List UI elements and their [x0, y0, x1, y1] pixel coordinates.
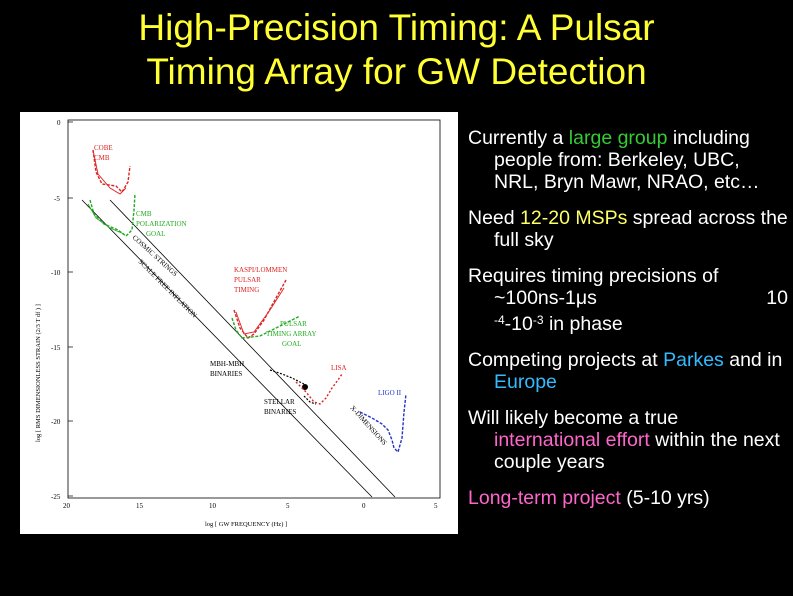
y-tick-label: -25	[51, 493, 61, 501]
slide-title: High-Precision Timing: A Pulsar Timing A…	[0, 6, 793, 94]
mbh-label-1: MBH-MBH	[210, 360, 244, 368]
bullet-text: 10	[766, 287, 788, 309]
mbh-binaries-curve	[269, 369, 305, 385]
x-tick-label: 0	[362, 502, 366, 510]
ligo-label: LIGO II	[378, 389, 402, 397]
bullet-text: Need	[468, 207, 521, 229]
bullet-highlight: large group	[568, 127, 668, 149]
x-tick-label: 20	[63, 502, 71, 510]
kaspi-label-3: TIMING	[234, 286, 259, 294]
inflation-line	[81, 199, 373, 498]
bullet-highlight: Long-term project	[468, 487, 621, 509]
y-tick-label: 0	[57, 119, 61, 127]
ligo-curve	[359, 393, 407, 454]
x-tick-label: 5	[286, 502, 290, 510]
pta-label-2: TIMING ARRAY	[266, 330, 317, 338]
y-tick-label: -5	[54, 195, 60, 203]
inflation-line	[109, 199, 396, 498]
bullet-text: within the next couple years	[494, 429, 780, 473]
y-tick-label: -20	[51, 418, 61, 426]
bullet-text: (5-10 yrs)	[620, 487, 710, 509]
bullet-highlight: international effort	[494, 429, 650, 451]
cobe-label: COBE	[94, 144, 113, 152]
gw-sensitivity-figure: 0 -5 -10 -15 -20 -25 20 15 10 5 0 5 log …	[20, 112, 458, 534]
bullet-msps: Need 12-20 MSPs spread across the full s…	[468, 207, 788, 251]
pta-label-3: GOAL	[282, 340, 301, 348]
cmb-pol-label-2: POLARIZATION	[136, 220, 187, 228]
bullet-text: Requires timing precisions of	[468, 265, 719, 287]
stellar-label-2: BINARIES	[264, 408, 296, 416]
y-tick-label: -15	[51, 344, 61, 352]
bullet-text: ~100ns-1μs	[494, 287, 597, 309]
lisa-label: LISA	[331, 364, 347, 372]
bullet-timing-precision: Requires timing precisions of ~100ns-1μs…	[468, 265, 788, 335]
bullet-long-term: Long-term project (5-10 yrs)	[468, 487, 788, 509]
cmb-polarization-curve	[89, 193, 136, 237]
bullet-list: Currently a large group including people…	[468, 127, 788, 523]
gw-sensitivity-plot: 0 -5 -10 -15 -20 -25 20 15 10 5 0 5 log …	[35, 119, 441, 528]
bullet-precision-line: ~100ns-1μs 10	[468, 287, 788, 309]
cmb-pol-label-3: GOAL	[146, 230, 165, 238]
pta-label-1: PULSAR	[280, 320, 307, 328]
lisa-curve	[295, 373, 343, 405]
cmb-pol-label-1: CMB	[136, 210, 152, 218]
cobe-curve	[92, 149, 131, 194]
y-tick-label: -10	[51, 269, 61, 277]
cmb-label: CMB	[94, 154, 110, 162]
cobe-curve-inner	[92, 149, 127, 195]
bullet-text: Competing projects at	[468, 349, 664, 371]
bullet-text: and in	[723, 349, 783, 371]
extra-dimensions-label: X-DIMENSIONS	[349, 404, 389, 447]
stellar-binaries-curve	[303, 395, 317, 405]
bullet-international-effort: Will likely become a true international …	[468, 407, 788, 473]
bullet-phase-line: -4-10-3 in phase	[468, 309, 788, 335]
kaspi-label-2: PULSAR	[234, 276, 261, 284]
bullet-text: -10	[504, 313, 533, 335]
pta-goal-curve	[231, 315, 301, 339]
bullet-exponent: -4	[494, 313, 505, 327]
slide-title-line-1: High-Precision Timing: A Pulsar	[138, 7, 655, 48]
bullet-text: in phase	[543, 313, 623, 335]
x-tick-label: 15	[136, 502, 144, 510]
bullet-text: spread across the full sky	[494, 207, 788, 251]
mbh-binaries-marker	[302, 384, 308, 390]
bullet-text: Will likely become a true	[468, 407, 679, 429]
y-axis-label: log [ RMS DIMENSIONLESS STRAIN (2/3 T df…	[35, 304, 42, 442]
stellar-label-1: STELLAR	[264, 398, 295, 406]
x-tick-label: 5	[434, 502, 438, 510]
bullet-text: Currently a	[468, 127, 569, 149]
mbh-label-2: BINARIES	[210, 370, 242, 378]
bullet-competing-projects: Competing projects at Parkes and in Euro…	[468, 349, 788, 393]
x-axis-label: log [ GW FREQUENCY (Hz) ]	[205, 521, 287, 528]
cmb-polarization-curve-inner	[87, 203, 125, 235]
plot-frame	[67, 119, 441, 499]
bullet-text: including people from: Berkeley, UBC, NR…	[494, 127, 760, 193]
bullet-highlight: Europe	[494, 371, 557, 393]
kaspi-label-1: KASPI/LOMMEN	[234, 266, 287, 274]
bullet-exponent: -3	[532, 313, 544, 327]
bullet-highlight: Parkes	[663, 349, 724, 371]
kaspi-lommen-curve-inner	[235, 287, 285, 335]
bullet-highlight: 12-20 MSPs	[520, 207, 628, 229]
slide-title-line-2: Timing Array for GW Detection	[146, 51, 647, 92]
x-tick-label: 10	[209, 502, 217, 510]
kaspi-lommen-curve	[233, 279, 287, 339]
bullet-large-group: Currently a large group including people…	[468, 127, 788, 193]
